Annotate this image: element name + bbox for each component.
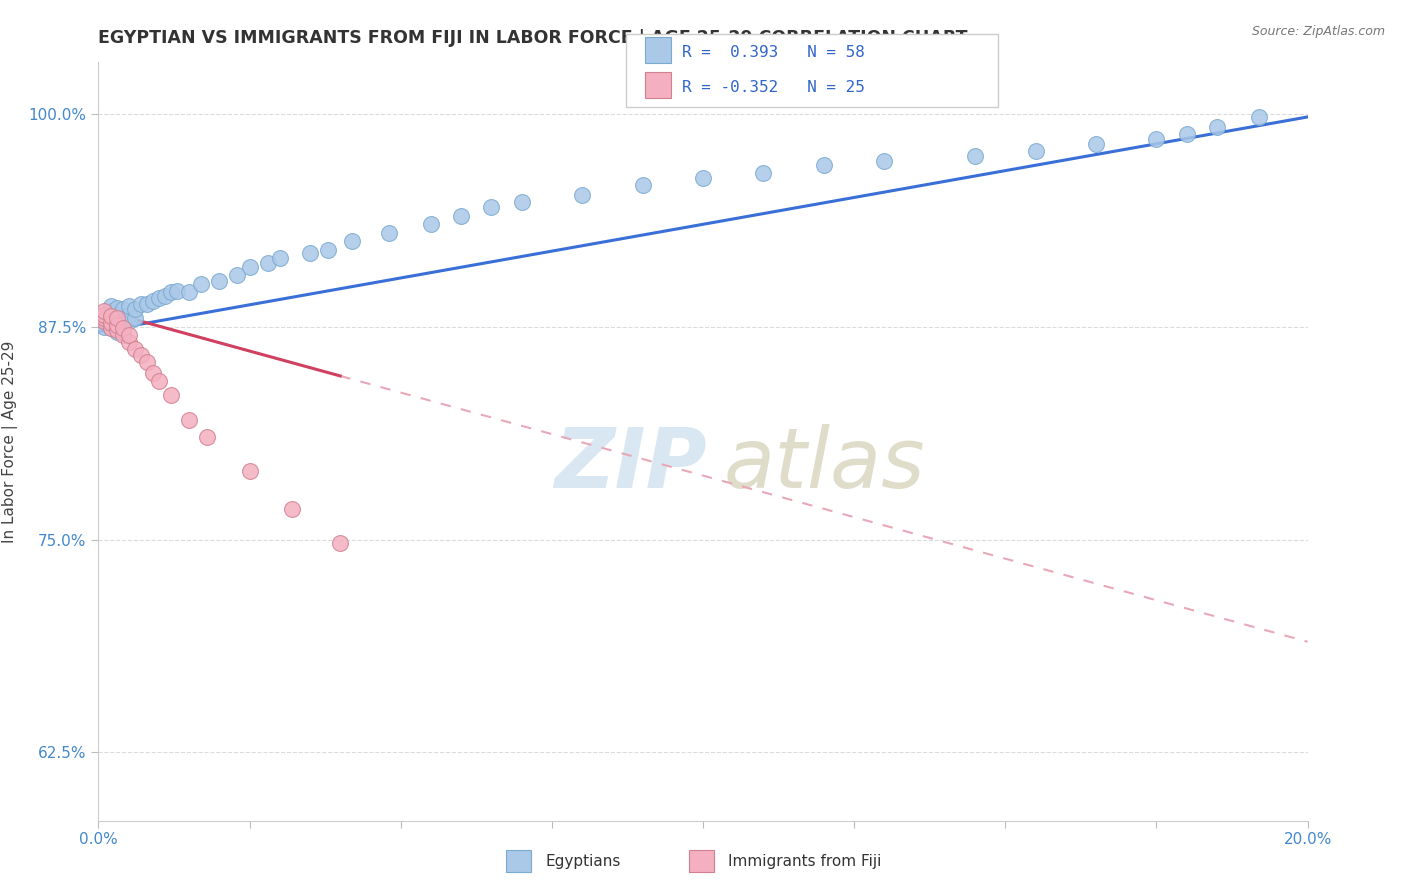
Point (256, 256, 278, 270)
Point (105, 323, 128, 337)
Point (179, 413, 201, 427)
Point (148, 291, 170, 305)
Y-axis label: In Labor Force | Age 25-29: In Labor Force | Age 25-29 (1, 341, 17, 542)
Point (93, 308, 115, 322)
Point (160, 285, 183, 300)
Text: Egyptians: Egyptians (546, 854, 621, 869)
Point (1085, 137, 1108, 152)
Point (93, 314, 115, 328)
Text: ZIP: ZIP (554, 424, 707, 505)
Point (269, 252, 291, 266)
Point (93, 314, 115, 328)
Text: EGYPTIAN VS IMMIGRANTS FROM FIJI IN LABOR FORCE | AGE 25-29 CORRELATION CHART: EGYPTIAN VS IMMIGRANTS FROM FIJI IN LABO… (98, 29, 967, 47)
Point (129, 349, 152, 363)
Point (1206, 120, 1229, 135)
Point (118, 299, 141, 313)
Point (450, 209, 472, 223)
Point (166, 284, 188, 298)
Point (142, 293, 165, 308)
Point (873, 154, 896, 169)
Point (100, 304, 122, 318)
Point (420, 217, 443, 231)
Point (692, 171, 714, 186)
Point (93, 311, 115, 326)
Point (105, 311, 128, 326)
Point (481, 200, 503, 214)
Point (135, 355, 157, 369)
Point (316, 243, 339, 257)
Point (179, 285, 201, 300)
Point (118, 334, 141, 349)
Point (93, 304, 115, 318)
Text: Immigrants from Fiji: Immigrants from Fiji (728, 854, 882, 869)
Point (1175, 127, 1198, 141)
Point (1024, 144, 1046, 158)
Point (100, 321, 122, 335)
Point (111, 311, 134, 326)
Point (118, 314, 141, 328)
Point (111, 321, 134, 335)
Point (148, 374, 170, 388)
Point (111, 319, 134, 334)
Point (965, 149, 987, 163)
Point (105, 318, 128, 332)
Point (135, 297, 157, 311)
Point (752, 166, 775, 180)
Point (1144, 132, 1167, 146)
Point (142, 366, 165, 380)
Text: Source: ZipAtlas.com: Source: ZipAtlas.com (1251, 25, 1385, 38)
Point (105, 301, 128, 315)
Point (226, 268, 249, 283)
Point (100, 318, 122, 332)
Point (105, 308, 128, 322)
Point (124, 311, 146, 326)
Point (571, 188, 593, 202)
Point (329, 536, 352, 550)
Point (124, 302, 146, 317)
Point (105, 314, 128, 328)
Point (342, 235, 364, 249)
Point (111, 302, 134, 317)
Point (299, 246, 322, 260)
Point (153, 289, 176, 303)
Text: R =  0.393   N = 58: R = 0.393 N = 58 (682, 45, 865, 60)
Point (118, 308, 141, 322)
Point (813, 158, 835, 172)
Point (1249, 110, 1271, 124)
Point (631, 178, 654, 193)
Point (377, 226, 399, 240)
Point (239, 260, 262, 274)
Point (111, 326, 134, 341)
Point (129, 297, 152, 311)
Point (100, 321, 122, 335)
Point (160, 387, 183, 401)
Point (105, 325, 128, 339)
Point (93, 319, 115, 334)
Point (124, 342, 146, 356)
Point (93, 311, 115, 326)
Point (111, 328, 134, 343)
Point (105, 319, 128, 334)
Text: R = -0.352   N = 25: R = -0.352 N = 25 (682, 80, 865, 95)
Point (100, 311, 122, 326)
Point (281, 501, 304, 516)
Point (195, 430, 218, 444)
Point (100, 310, 122, 324)
Point (93, 308, 115, 322)
Point (118, 328, 141, 343)
Point (100, 316, 122, 330)
Point (239, 464, 262, 478)
Text: atlas: atlas (723, 424, 925, 505)
Point (510, 195, 533, 210)
Point (190, 277, 212, 291)
Point (208, 273, 231, 287)
Point (100, 299, 122, 313)
